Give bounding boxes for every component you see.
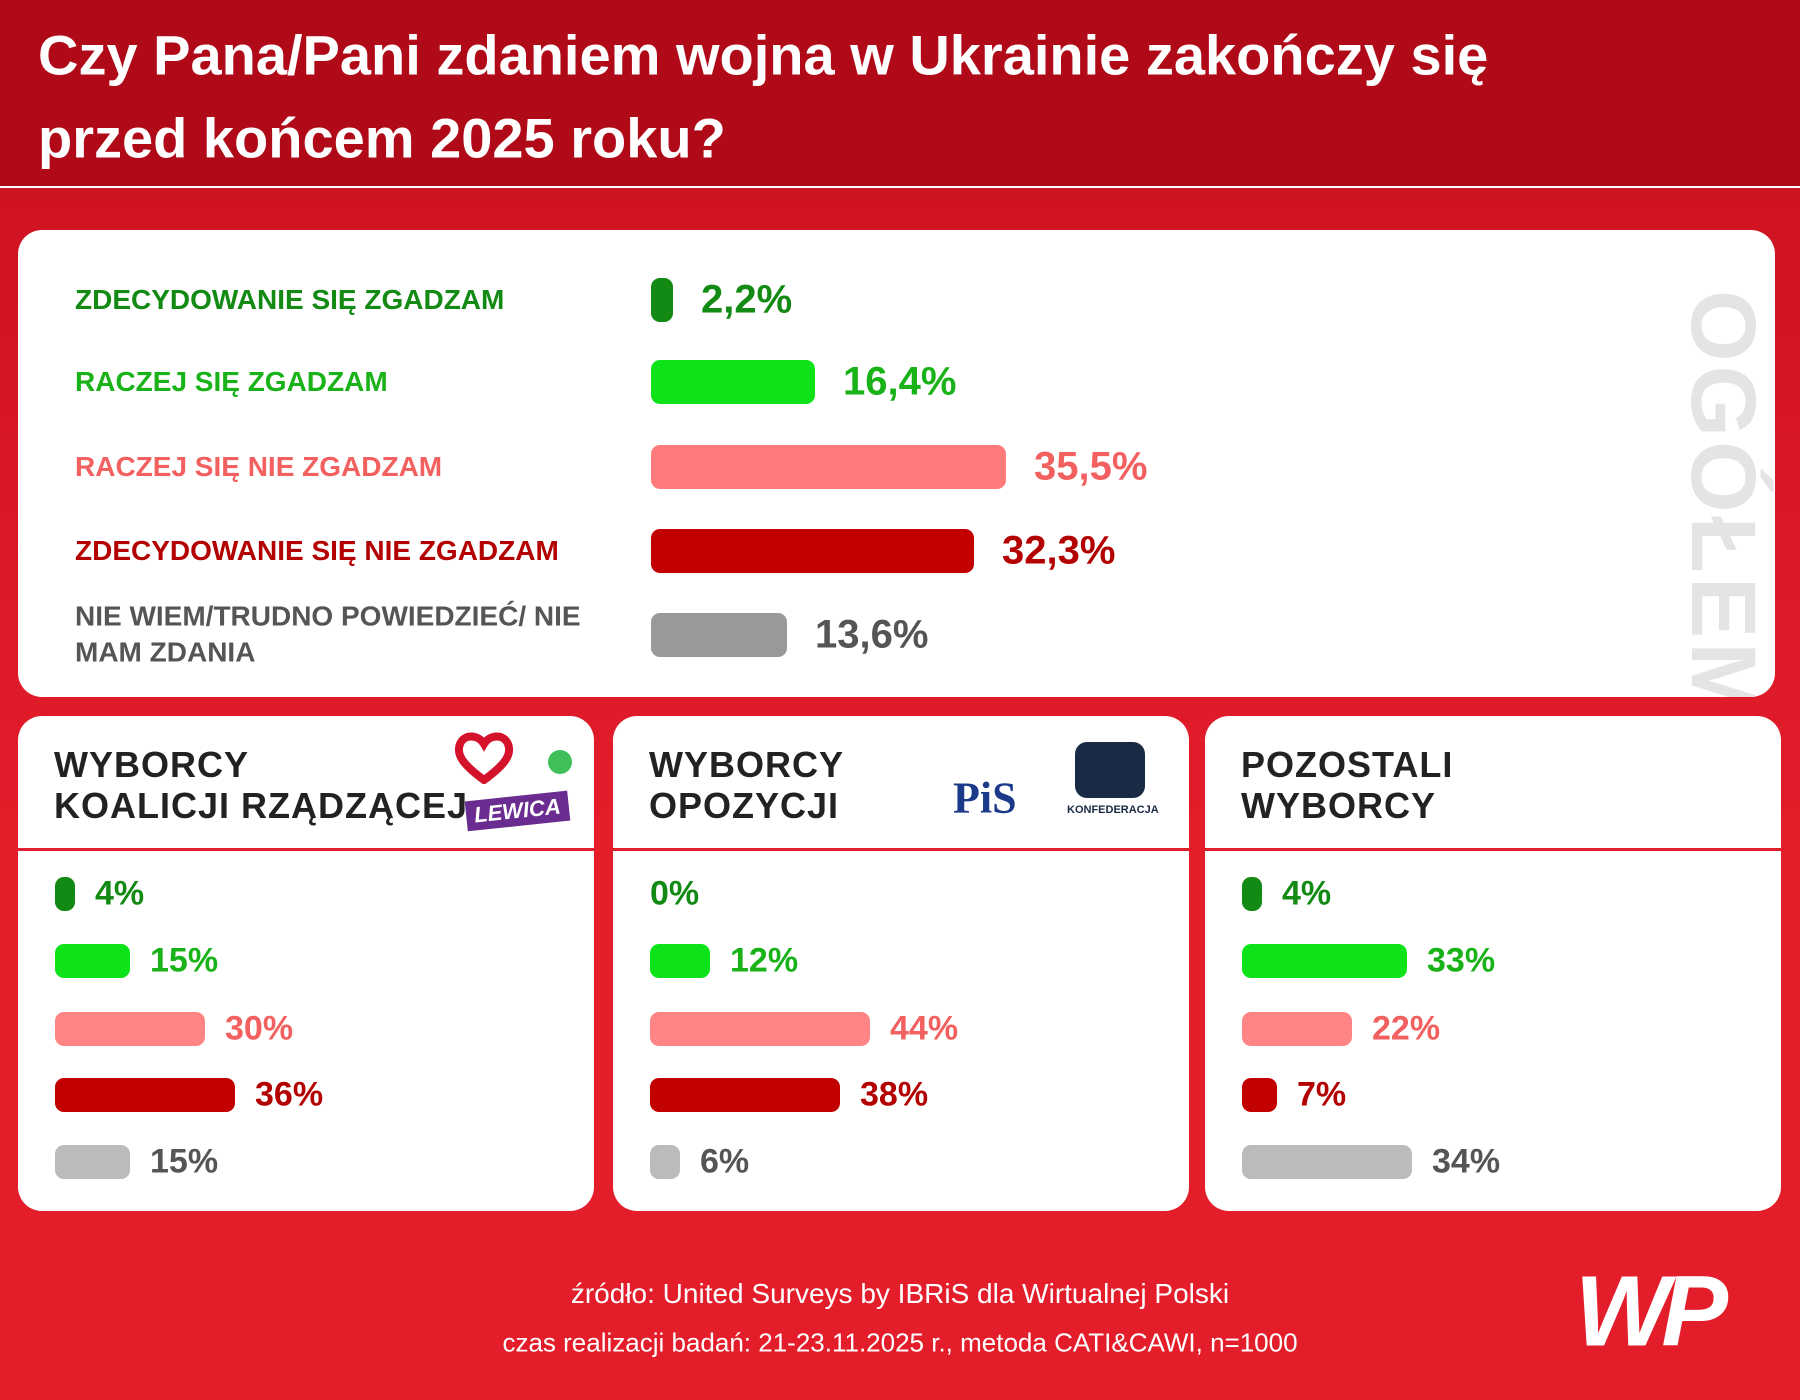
brand-logo: WP (1575, 1255, 1728, 1368)
title-line: przed końcem 2025 roku? (38, 106, 726, 170)
bar (1242, 1012, 1352, 1046)
bar (55, 1012, 205, 1046)
panel-title: OGÓŁEM (1672, 290, 1774, 697)
value-label: 22% (1372, 1009, 1441, 1048)
value-label: 7% (1297, 1075, 1347, 1114)
fieldwork: czas realizacji badań: 21-23.11.2025 r.,… (502, 1327, 1298, 1358)
bar (650, 1012, 870, 1046)
bar (55, 1078, 235, 1112)
bar (55, 1145, 130, 1179)
divider (1205, 848, 1781, 851)
bar (651, 445, 1006, 489)
category-label: RACZEJ SIĘ ZGADZAM (75, 365, 388, 397)
panel-title: KOALICJI RZĄDZĄCEJ (54, 785, 469, 826)
panel: WYBORCY OPOZYCJI PiS KONFEDERACJA 0% 12% 44% 38… (613, 716, 1189, 1211)
bar (55, 944, 130, 978)
value-label: 12% (730, 941, 799, 980)
bar (651, 278, 673, 322)
value-label: 2,2% (701, 277, 793, 322)
value-label: 33% (1427, 941, 1496, 980)
value-label: 4% (1282, 874, 1332, 913)
panel: OGÓŁEM ZDECYDOWANIE SIĘ ZGADZAM 2,2% RACZEJ… (18, 230, 1775, 697)
value-label: 0% (650, 874, 700, 913)
header: Czy Pana/Pani zdaniem wojna w Ukrainie z… (0, 0, 1800, 188)
category-label: ZDECYDOWANIE SIĘ NIE ZGADZAM (75, 534, 559, 566)
panel: WYBORCY KOALICJI RZĄDZĄCEJ LEWICA 4% 15% 30% 3… (18, 716, 594, 1211)
bar (1242, 944, 1407, 978)
bar (651, 613, 787, 657)
panel: POZOSTALI WYBORCY 4% 33% 22% 7% 34% (1205, 716, 1781, 1211)
logo-text: LEWICA (464, 790, 571, 832)
divider (18, 848, 594, 851)
category-label: NIE WIEM/TRUDNO POWIEDZIEĆ/ NIE MAM ZDAN… (75, 600, 581, 668)
value-label: 4% (95, 874, 145, 913)
value-label: 38% (860, 1075, 929, 1114)
value-label: 30% (225, 1009, 294, 1048)
bar (651, 529, 974, 573)
panel-title: POZOSTALI (1241, 744, 1454, 785)
value-label: 34% (1432, 1142, 1501, 1181)
bar (650, 1145, 680, 1179)
logo-text: KONFEDERACJA (1067, 804, 1159, 816)
value-label: 6% (700, 1142, 750, 1181)
divider (613, 848, 1189, 851)
bar (650, 1078, 840, 1112)
bar (650, 944, 710, 978)
logo-heart (454, 730, 514, 785)
logo-clover (548, 750, 572, 774)
logo-text: PiS (953, 773, 1017, 823)
bar (1242, 1078, 1277, 1112)
bar (651, 360, 815, 404)
value-label: 15% (150, 1142, 219, 1181)
value-label: 32,3% (1002, 528, 1116, 573)
category-label: RACZEJ SIĘ NIE ZGADZAM (75, 450, 443, 482)
value-label: 15% (150, 941, 219, 980)
value-label: 36% (255, 1075, 324, 1114)
panel-title: OPOZYCJI (649, 785, 840, 826)
title-line: Czy Pana/Pani zdaniem wojna w Ukrainie z… (38, 23, 1489, 87)
heart-icon (454, 732, 514, 785)
panel-title: WYBORCY (649, 744, 844, 785)
panel-title: WYBORCY (54, 744, 249, 785)
value-label: 16,4% (843, 359, 957, 404)
value-label: 44% (890, 1009, 959, 1048)
panel-title: WYBORCY (1241, 785, 1436, 826)
bar (55, 877, 75, 911)
value-label: 35,5% (1034, 444, 1148, 489)
category-label: ZDECYDOWANIE SIĘ ZGADZAM (75, 283, 505, 315)
bar (1242, 877, 1262, 911)
source: źródło: United Surveys by IBRiS dla Wirt… (570, 1278, 1230, 1309)
bar (1242, 1145, 1412, 1179)
value-label: 13,6% (815, 612, 929, 657)
logo-mark (1075, 742, 1145, 798)
